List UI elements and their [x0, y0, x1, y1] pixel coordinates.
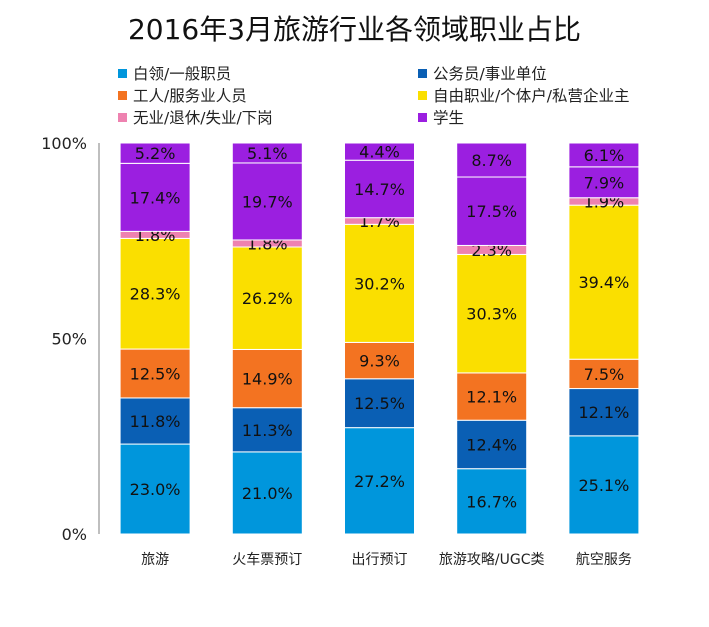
data-label: 19.7% — [242, 192, 293, 211]
legend-item-self-employed: 自由职业/个体户/私营企业主 — [418, 84, 678, 106]
bar-segment — [231, 246, 303, 350]
legend-item-student: 学生 — [418, 106, 678, 128]
x-tick-label: 旅游 — [141, 552, 169, 568]
bar-segment — [568, 435, 640, 535]
bar-segment — [231, 162, 303, 241]
legend-item-white-collar: 白领/一般职员 — [118, 62, 418, 84]
data-label: 12.5% — [354, 394, 405, 413]
bar-segment — [231, 451, 303, 535]
data-label: 28.3% — [130, 285, 181, 304]
data-label: 14.9% — [242, 370, 293, 389]
data-label: 11.3% — [242, 421, 293, 440]
data-label: 11.8% — [130, 412, 181, 431]
legend-swatch-civil-servant — [418, 68, 427, 78]
bar-segment — [456, 468, 528, 535]
legend-swatch-student — [418, 112, 427, 122]
data-label: 7.9% — [584, 173, 625, 192]
bar-segment — [119, 142, 191, 164]
data-label: 7.5% — [584, 365, 625, 384]
chart-title: 2016年3月旅游行业各领域职业占比 — [127, 13, 582, 46]
bar-segment — [344, 427, 415, 535]
data-label: 26.2% — [242, 289, 293, 308]
bar-segment — [456, 253, 528, 374]
data-label: 16.7% — [466, 492, 517, 511]
bar-segment — [231, 348, 303, 409]
x-tick-label: 航空服务 — [576, 552, 632, 568]
data-label: 12.4% — [466, 435, 517, 454]
bar-segment — [344, 142, 415, 161]
data-label: 23.0% — [130, 480, 181, 499]
legend-item-service-worker: 工人/服务业人员 — [118, 84, 418, 106]
data-label: 12.5% — [130, 364, 181, 383]
bar-segment — [456, 142, 528, 178]
y-tick-label: 100% — [41, 134, 87, 153]
legend-label-student: 学生 — [433, 109, 465, 127]
bar-segment — [456, 419, 528, 470]
legend-label-civil-servant: 公务员/事业单位 — [433, 65, 547, 83]
bar-segment — [119, 443, 191, 535]
bar-segment — [119, 162, 191, 232]
legend-swatch-white-collar — [118, 68, 127, 78]
legend-label-service-worker: 工人/服务业人员 — [133, 87, 247, 105]
legend-label-white-collar: 白领/一般职员 — [133, 65, 232, 83]
data-label: 30.3% — [466, 305, 517, 324]
bar-segment — [456, 176, 528, 246]
data-label: 12.1% — [466, 388, 517, 407]
bar-segment — [344, 223, 415, 343]
data-label: 25.1% — [578, 476, 629, 495]
x-tick-label: 火车票预订 — [232, 551, 302, 568]
x-tick-label: 出行预订 — [352, 552, 408, 568]
bar-segment — [344, 159, 415, 219]
legend-label-self-employed: 自由职业/个体户/私营企业主 — [433, 87, 630, 105]
bar-segment — [568, 166, 640, 199]
bar-segment — [119, 237, 191, 350]
bar-segment — [231, 142, 303, 164]
legend-swatch-unemployed — [118, 112, 127, 122]
data-label: 8.7% — [471, 151, 512, 170]
data-label: 17.4% — [130, 188, 181, 207]
data-label: 5.1% — [247, 144, 288, 163]
y-tick-label: 0% — [62, 525, 87, 544]
legend-swatch-service-worker — [118, 90, 127, 100]
bar-segment — [344, 378, 415, 429]
chart-legend: 白领/一般职员 公务员/事业单位 工人/服务业人员 自由职业/个体户/私营企业主… — [118, 62, 678, 128]
data-label: 17.5% — [466, 202, 517, 221]
x-tick-label: 旅游攻略/UGC类 — [439, 552, 545, 568]
bar-segment — [119, 348, 191, 399]
data-label: 21.0% — [242, 484, 293, 503]
data-label: 9.3% — [359, 352, 400, 371]
data-label: 12.1% — [578, 403, 629, 422]
data-label: 5.2% — [135, 144, 176, 163]
data-label: 4.4% — [359, 143, 400, 162]
data-label: 27.2% — [354, 472, 405, 491]
data-label: 39.4% — [578, 273, 629, 292]
bar-segment — [568, 142, 640, 168]
bar-segment — [456, 372, 528, 421]
legend-swatch-self-employed — [418, 90, 427, 100]
y-tick-label: 50% — [51, 330, 87, 349]
legend-item-unemployed: 无业/退休/失业/下岗 — [118, 106, 418, 128]
legend-item-civil-servant: 公务员/事业单位 — [418, 62, 678, 84]
data-label: 14.7% — [354, 180, 405, 199]
legend-label-unemployed: 无业/退休/失业/下岗 — [133, 109, 273, 127]
data-label: 30.2% — [354, 274, 405, 293]
data-label: 6.1% — [584, 146, 625, 165]
bar-segment — [568, 388, 640, 437]
bar-segment — [344, 341, 415, 380]
bar-segment — [119, 397, 191, 445]
